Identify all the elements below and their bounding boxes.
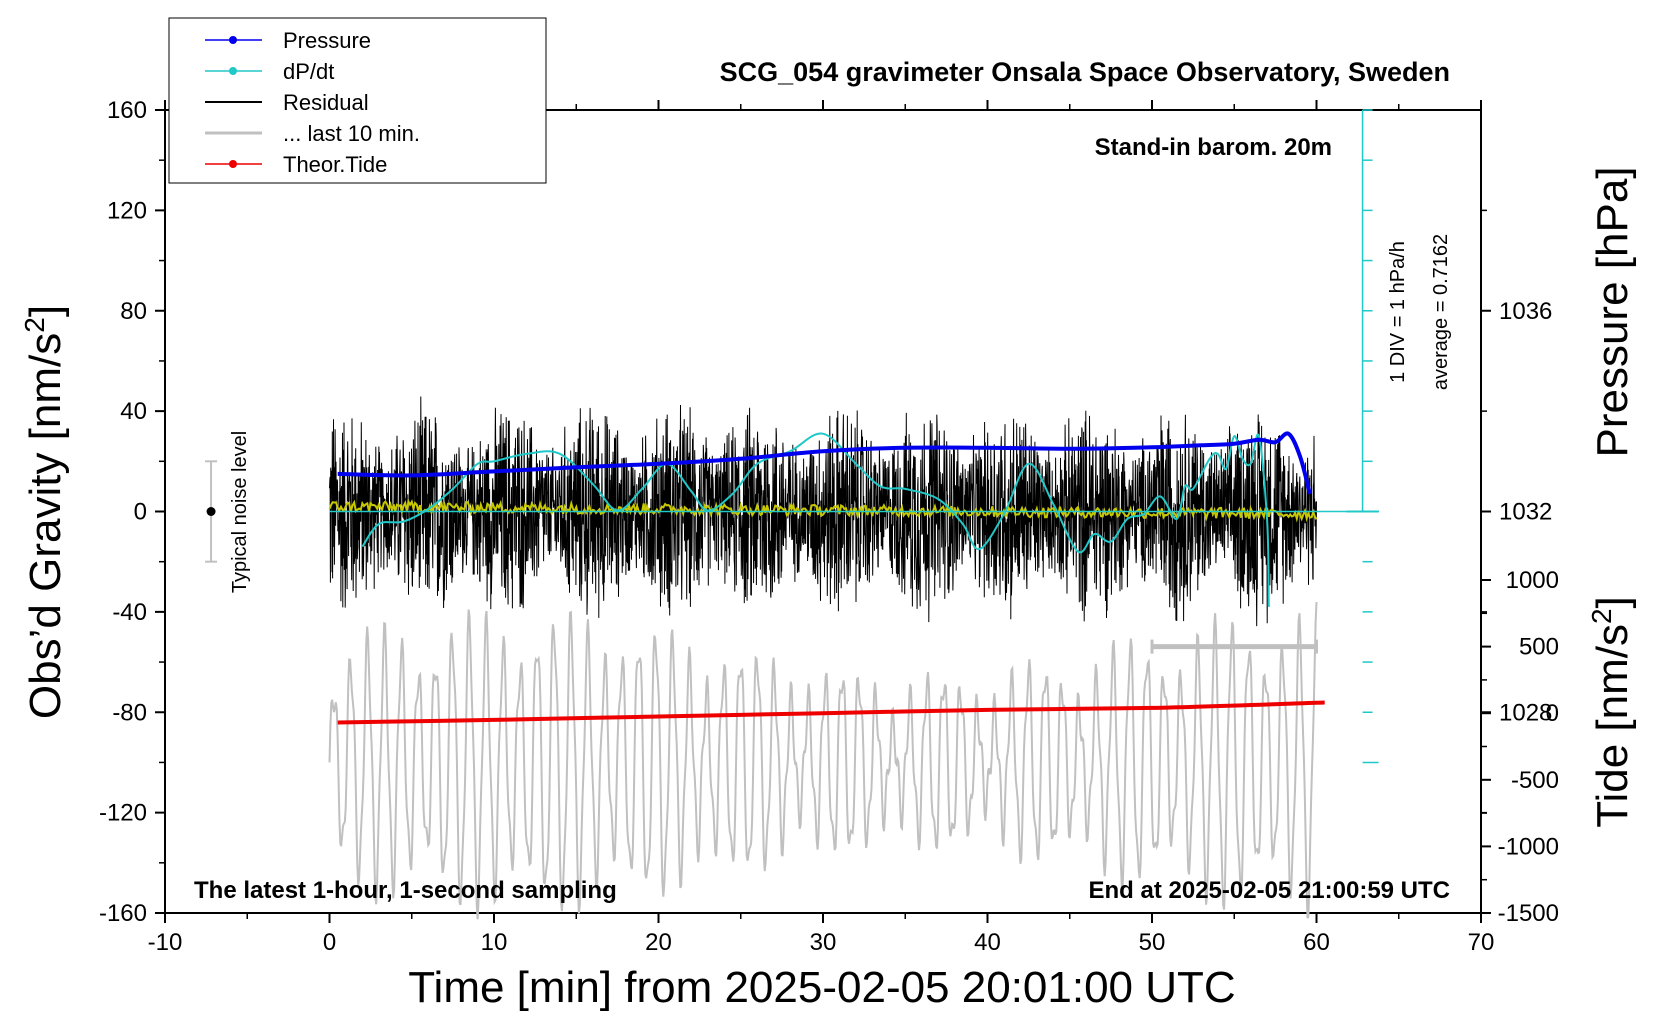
residual-line [329,396,1317,627]
dpdt-line [361,432,1270,607]
x-tick-label: 0 [323,929,336,956]
dpdt-average-note: average = 0.7162 [1430,234,1452,390]
pressure-tick-label: 1028 [1499,699,1552,726]
left-tick-label: 80 [120,298,147,325]
legend-label: ... last 10 min. [283,121,420,146]
x-tick-label: 10 [481,929,508,956]
last-10-min-range-bar [1150,639,1318,654]
x-tick-label: -10 [148,929,183,956]
x-tick-label: 20 [645,929,672,956]
noise-level-label: Typical noise level [229,431,251,593]
x-tick-label: 40 [974,929,1001,956]
dpdt-scale-axis [1346,109,1379,764]
tide-axis-ticks: 1000 500 0 -500 -1000 -1500 [1481,567,1559,927]
legend-marker [229,67,237,75]
residual-smoothed-series [328,498,1318,523]
left-tick-label: 160 [107,97,147,124]
pressure-series [337,431,1312,495]
pressure-tick-label: 1032 [1499,499,1552,526]
legend-box [168,17,547,184]
tide-tick-label: -1000 [1498,833,1559,860]
legend-label: Theor.Tide [283,152,387,177]
left-axis-ticks: 160 120 80 40 0 -40 -80 -120 -160 [99,97,165,927]
theoretical-tide-series [337,700,1325,725]
residual-series [329,396,1317,627]
left-tick-label: -160 [99,900,147,927]
legend: Pressure dP/dt Residual ... last 10 min. The… [168,17,547,184]
x-axis-title: Time [min] from 2025-02-05 20:01:00 UTC [408,963,1235,1012]
x-tick-label: 50 [1139,929,1166,956]
residual-smoothed-line [328,498,1318,523]
left-tick-label: 120 [107,197,147,224]
bottom-right-note: End at 2025-02-05 21:00:59 UTC [1089,877,1451,904]
legend-items: Pressure dP/dt Residual ... last 10 min. The… [205,28,420,177]
tide-tick-label: -500 [1511,767,1559,794]
left-tick-label: 40 [120,398,147,425]
pressure-line [337,431,1312,495]
tide-tick-label: 500 [1519,634,1559,661]
bottom-left-note: The latest 1-hour, 1-second sampling [194,877,617,904]
left-tick-label: -120 [99,800,147,827]
left-tick-label: -40 [112,599,147,626]
dpdt-series [329,432,1380,607]
pressure-axis-ticks: 1036 1032 1028 [1481,209,1552,814]
tide-tick-label: 1000 [1506,567,1559,594]
noise-level-bar [205,460,218,563]
x-tick-label: 60 [1303,929,1330,956]
noise-bar-dot [206,507,216,516]
legend-label: Residual [283,90,369,115]
legend-marker [229,160,237,168]
left-axis-title: Obs’d Gravity [nm/s2] [19,305,70,719]
barometer-note: Stand-in barom. 20m [1095,134,1332,161]
tide-line [337,700,1325,725]
tide-tick-label: 0 [1546,700,1559,727]
left-tick-label: 0 [134,499,147,526]
tide-axis-title: Tide [nm/s2] [1586,596,1637,828]
pressure-axis-title: Pressure [hPa] [1588,166,1637,457]
last-10-min-line [328,602,1318,920]
x-tick-label: 70 [1468,929,1495,956]
tide-tick-label: -1500 [1498,900,1559,927]
x-tick-label: 30 [810,929,837,956]
last-10-min-series [328,602,1318,920]
pressure-tick-label: 1036 [1499,298,1552,325]
legend-label: dP/dt [283,59,334,84]
left-tick-label: -80 [112,699,147,726]
legend-label: Pressure [283,28,371,53]
legend-marker [229,36,237,44]
dpdt-scale-note: 1 DIV = 1 hPa/h [1387,241,1409,383]
chart-title: SCG_054 gravimeter Onsala Space Observat… [720,57,1450,87]
